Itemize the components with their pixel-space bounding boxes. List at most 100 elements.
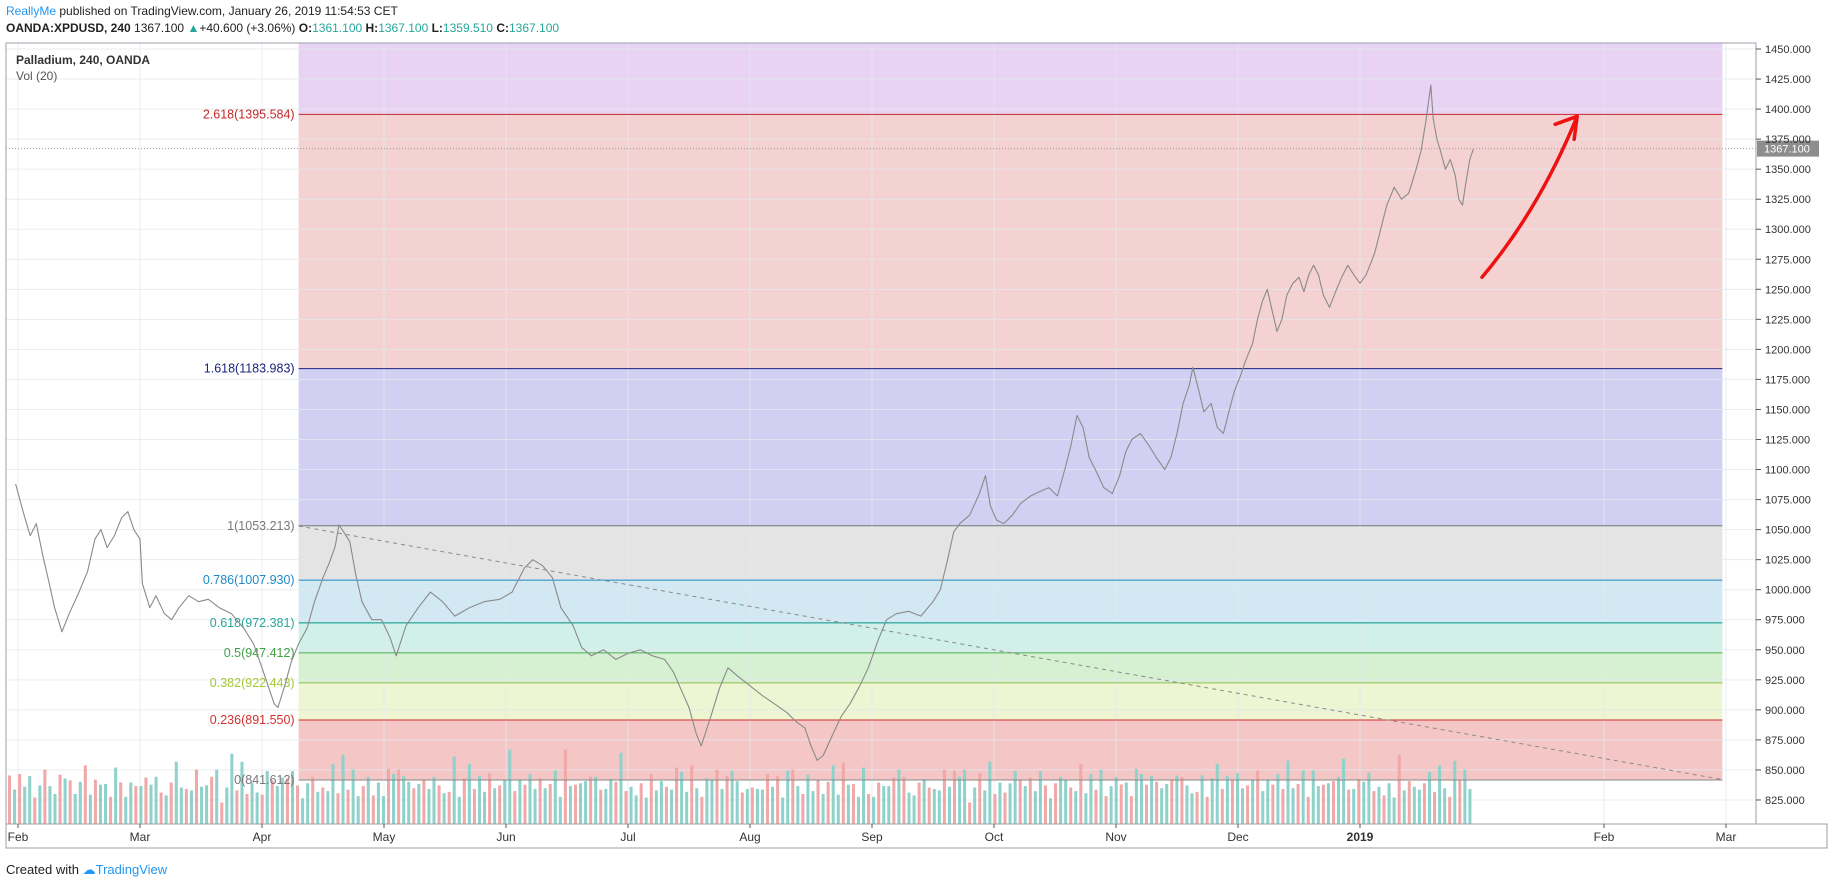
volume-bar [78, 781, 82, 824]
volume-bar [1225, 776, 1229, 824]
volume-bar [816, 780, 820, 824]
volume-bar [765, 773, 770, 824]
volume-bar [1377, 786, 1381, 824]
volume-bar [442, 793, 446, 824]
y-tick-label: 950.000 [1765, 645, 1805, 657]
publish-info: ReallyMe published on TradingView.com, J… [6, 4, 398, 18]
volume-bar [1392, 797, 1396, 824]
volume-bar [1468, 788, 1472, 824]
volume-bar [483, 791, 487, 824]
volume-bar [973, 787, 977, 824]
volume-bar [963, 769, 967, 824]
y-tick-label: 1425.000 [1765, 74, 1811, 86]
volume-bar [1291, 788, 1295, 824]
volume-bar [619, 752, 623, 824]
volume-bar [745, 788, 749, 824]
fib-lines [298, 113, 1723, 781]
volume-bar [1427, 771, 1432, 824]
volume-bar [1165, 783, 1169, 824]
volume-bar [124, 796, 128, 824]
time-axis-border [5, 823, 1828, 849]
volume-bar [194, 769, 199, 824]
volume-bar [225, 787, 229, 824]
volume-bar [189, 790, 193, 824]
volume-bar [771, 786, 775, 824]
volume-bar [1422, 783, 1426, 824]
fib-zone-1 [298, 682, 1723, 721]
volume-bar [1170, 779, 1174, 824]
fib-label-0.618: 0.618(972.381) [210, 616, 295, 630]
volume-bar [558, 796, 562, 824]
volume-bar [472, 788, 476, 824]
x-tick-label: Dec [1227, 830, 1248, 844]
volume-bar [1321, 784, 1325, 824]
volume-bar [826, 781, 830, 824]
volume-bar [306, 783, 310, 824]
volume-bar [584, 781, 588, 824]
volume-bar [1337, 776, 1341, 824]
fib-label-0.786: 0.786(1007.930) [203, 573, 295, 587]
volume-bar [230, 753, 234, 824]
y-tick-label: 1225.000 [1765, 314, 1811, 326]
volume-bar [174, 761, 178, 824]
volume-bar [1407, 781, 1411, 824]
open-value: 1361.100 [312, 21, 363, 35]
y-tick-label: 1375.000 [1765, 134, 1811, 146]
volume-bar [73, 793, 77, 824]
chart-legend: Palladium, 240, OANDA Vol (20) [16, 53, 150, 83]
tradingview-link[interactable]: TradingView [95, 862, 168, 877]
volume-bar [179, 787, 183, 824]
x-tick-label: Aug [739, 830, 760, 844]
volume-bar [417, 783, 421, 824]
volume-bar [1296, 783, 1300, 824]
legend-volume: Vol (20) [16, 69, 58, 83]
volume-bar [720, 788, 724, 824]
x-tick-label: Oct [985, 830, 1004, 844]
volume-bar [649, 773, 653, 824]
volume-bar [48, 786, 52, 824]
volume-bar [675, 767, 679, 824]
volume-bar [700, 796, 704, 824]
tradingview-logo-icon[interactable]: ☁ [82, 862, 96, 877]
volume-bar [897, 769, 901, 824]
volume-bar [1139, 773, 1143, 824]
volume-bar [412, 788, 416, 824]
price-axis: 1367.100 825.000 850.000 875.000 900.000 925.… [1756, 44, 1819, 807]
volume-bar [447, 791, 451, 824]
volume-bar [1048, 798, 1053, 824]
volume-bar [528, 773, 532, 824]
volume-bar [1357, 778, 1361, 824]
author-link[interactable]: ReallyMe [6, 4, 57, 18]
y-tick-label: 1000.000 [1765, 585, 1811, 597]
symbol-label: OANDA:XPDUSD, 240 [6, 21, 131, 35]
volume-bar [452, 756, 456, 824]
volume-bar [169, 782, 173, 824]
x-tick-label: May [373, 830, 396, 844]
fib-label-0.382: 0.382(922.443) [210, 676, 295, 690]
price-line [15, 84, 1475, 761]
volume-bar [740, 792, 744, 824]
volume-bar [275, 786, 279, 824]
volume-bar [1433, 791, 1437, 824]
last-price: 1367.100 [134, 21, 185, 35]
volume-bar [220, 802, 224, 824]
volume-bar [488, 773, 492, 824]
volume-bar [1256, 770, 1260, 824]
volume-bar [1069, 787, 1073, 824]
volume-bar [573, 784, 578, 824]
fib-zone-0 [298, 720, 1723, 781]
volume-bar [538, 778, 542, 824]
volume-bar [543, 788, 547, 824]
volume-bar [518, 780, 522, 824]
volume-bar [68, 780, 72, 824]
fib-zone-7 [298, 114, 1723, 369]
volume-bar [311, 776, 315, 824]
volume-bar [1028, 777, 1032, 824]
volume-bar [1453, 760, 1457, 824]
volume-bar [1205, 796, 1209, 824]
x-tick-label: Mar [1716, 830, 1737, 844]
volume-bar [1200, 775, 1204, 824]
volume-bar [614, 781, 618, 824]
volume-bar [63, 778, 67, 824]
